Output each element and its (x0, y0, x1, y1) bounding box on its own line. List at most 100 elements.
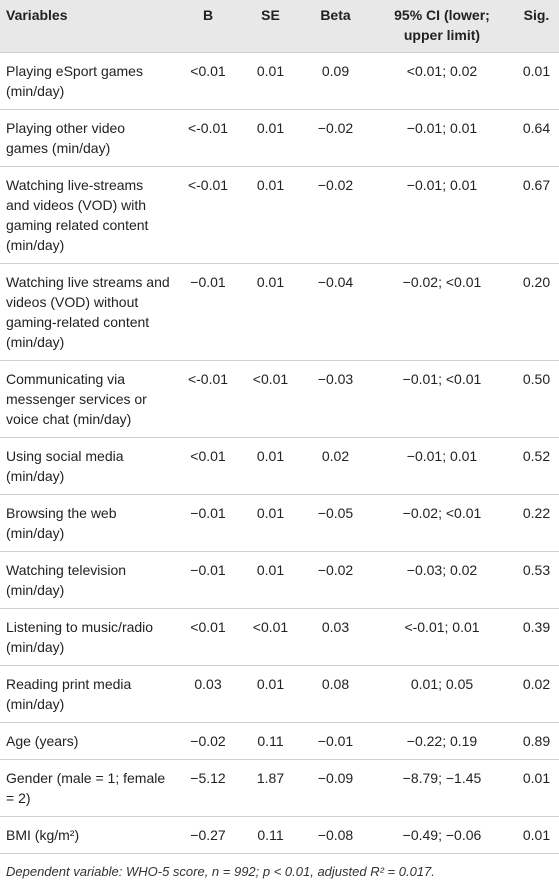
table-cell: 0.08 (321, 676, 350, 692)
table-body: Playing eSport games (min/day) <0.01 0.01 0… (0, 52, 559, 854)
table-cell: 0.03 (194, 676, 222, 692)
table-cell: −0.04 (317, 274, 354, 290)
table-row: Age (years) −0.02 0.11 −0.01 −0.22; 0.19 0.89 (0, 722, 559, 760)
table-cell: −0.03 (317, 371, 354, 387)
table-cell: 1.87 (256, 770, 285, 786)
table-cell: 0.01 (256, 505, 285, 521)
table-cell: Playing eSport games (min/day) (6, 63, 143, 99)
table-row: Reading print media (min/day) 0.03 0.01 0.0… (0, 665, 559, 723)
table-cell: −0.09 (317, 770, 354, 786)
table-row: Playing other video games (min/day) <-0.0… (0, 109, 559, 167)
table-cell: <-0.01 (187, 177, 229, 193)
table-cell: <0.01 (190, 63, 226, 79)
table-cell: 0.89 (522, 733, 551, 749)
table-cell: 0.11 (257, 827, 284, 843)
table-cell: 0.09 (321, 63, 350, 79)
table-cell: <-0.01 (187, 371, 229, 387)
results-table: Variables B SE Beta 95% CI (lower; upper lim… (0, 0, 559, 854)
table-cell: −0.01 (190, 562, 226, 578)
table-cell: 0.01 (256, 120, 285, 136)
table-cell: 0.67 (522, 177, 551, 193)
header-row: Variables B SE Beta 95% CI (lower; upper lim… (0, 0, 559, 53)
header-cell: Sig. (513, 0, 559, 53)
table-cell: <0.01; 0.02 (406, 63, 478, 79)
table-cell: <0.01 (252, 619, 289, 635)
table-cell: −0.02 (317, 120, 354, 136)
table-cell: −0.02; <0.01 (402, 274, 482, 290)
table-cell: 0.03 (321, 619, 350, 635)
table-cell: −0.02 (317, 562, 354, 578)
table-cell: Age (years) (6, 733, 79, 749)
table-cell: Browsing the web (min/day) (6, 505, 117, 541)
table-cell: 0.20 (522, 274, 551, 290)
table-cell: Using social media (min/day) (6, 448, 124, 484)
table-row: Listening to music/radio (min/day) <0.01 <… (0, 608, 559, 666)
table-cell: −0.49; −0.06 (402, 827, 482, 843)
table-row: Gender (male = 1; female = 2) −5.12 1.87 −0… (0, 759, 559, 817)
table-cell: 0.02 (321, 448, 350, 464)
table-cell: Watching live-streams and videos (VOD) w… (6, 177, 149, 253)
table-cell: 0.01 (256, 676, 285, 692)
table-cell: 0.01 (522, 770, 551, 786)
table-cell: −0.05 (317, 505, 354, 521)
table-row: Using social media (min/day) <0.01 0.01 0.0… (0, 437, 559, 495)
table-cell: Playing other video games (min/day) (6, 120, 126, 156)
table-cell: <0.01 (252, 371, 289, 387)
table-cell: <-0.01 (187, 120, 229, 136)
header-cell: Beta (300, 0, 370, 53)
table-cell: 0.01 (256, 448, 285, 464)
table-cell: −5.12 (190, 770, 226, 786)
table-cell: −0.02 (317, 177, 354, 193)
table-cell: <0.01 (190, 619, 226, 635)
table-cell: −0.22; 0.19 (406, 733, 478, 749)
table-cell: 0.01; 0.05 (410, 676, 474, 692)
table-row: Watching live-streams and videos (VOD) w… (0, 166, 559, 264)
table-row: Communicating via messenger services or … (0, 360, 559, 438)
table-cell: −0.02 (190, 733, 226, 749)
table-cell: −0.02; <0.01 (402, 505, 482, 521)
table-cell: Watching live streams and videos (VOD) w… (6, 274, 170, 350)
table-cell: Watching television (min/day) (6, 562, 127, 598)
table-cell: −0.08 (317, 827, 354, 843)
table-cell: Listening to music/radio (min/day) (6, 619, 154, 655)
table-cell: −0.01; 0.01 (406, 120, 478, 136)
table-cell: <0.01 (190, 448, 226, 464)
table-row: Playing eSport games (min/day) <0.01 0.01 0… (0, 52, 559, 110)
table-cell: 0.50 (522, 371, 551, 387)
table-cell: Communicating via messenger services or … (6, 371, 147, 427)
table-cell: −0.01; 0.01 (406, 448, 478, 464)
header-cell: B (175, 0, 240, 53)
table-cell: BMI (kg/m²) (6, 827, 80, 843)
table-cell: 0.01 (522, 63, 551, 79)
table-cell: 0.01 (522, 827, 551, 843)
header-cell: 95% CI (lower; upper limit) (370, 0, 513, 53)
table-cell: 0.01 (256, 177, 285, 193)
table-cell: 0.52 (522, 448, 551, 464)
table-row: Watching live streams and videos (VOD) w… (0, 263, 559, 361)
footnote: Dependent variable: WHO-5 score, n = 992… (6, 864, 435, 879)
header-cell: Variables (0, 0, 175, 53)
table-cell: −8.79; −1.45 (402, 770, 482, 786)
table-cell: Gender (male = 1; female = 2) (6, 770, 166, 806)
table-cell: 0.22 (522, 505, 551, 521)
table-cell: Reading print media (min/day) (6, 676, 132, 712)
table-cell: −0.01 (317, 733, 354, 749)
table-cell: −0.01; <0.01 (402, 371, 482, 387)
table-row: Watching television (min/day) −0.01 0.01 −0… (0, 551, 559, 609)
header-cell: SE (240, 0, 300, 53)
table-cell: 0.64 (522, 120, 551, 136)
table-cell: −0.01 (190, 505, 226, 521)
table-cell: 0.39 (522, 619, 551, 635)
table-row: Browsing the web (min/day) −0.01 0.01 −0.05… (0, 494, 559, 552)
table-cell: −0.27 (190, 827, 226, 843)
table-cell: 0.01 (256, 274, 285, 290)
table-row: BMI (kg/m²) −0.27 0.11 −0.08 −0.49; −0.06 0.0… (0, 816, 559, 854)
table-cell: 0.11 (257, 733, 284, 749)
table-cell: 0.02 (522, 676, 551, 692)
table-cell: −0.01 (190, 274, 226, 290)
table-cell: 0.53 (522, 562, 551, 578)
table-cell: 0.01 (256, 63, 285, 79)
table-cell: −0.03; 0.02 (406, 562, 478, 578)
table-cell: <-0.01; 0.01 (404, 619, 480, 635)
